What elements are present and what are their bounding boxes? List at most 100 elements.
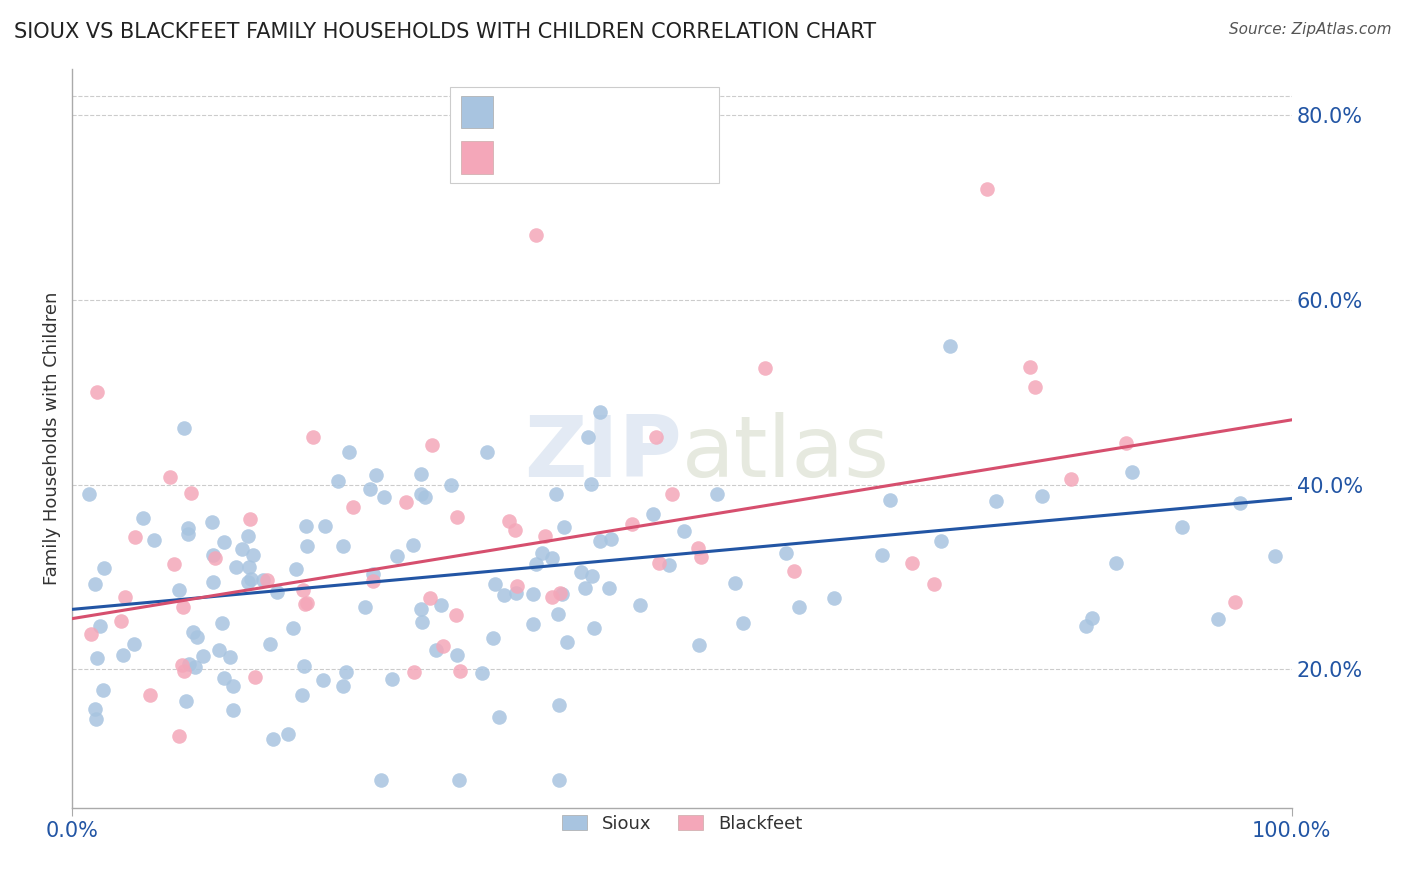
Point <box>986 493 1008 508</box>
Point <box>239 511 262 525</box>
Point <box>706 487 728 501</box>
Point <box>236 529 259 543</box>
Point <box>180 486 202 500</box>
Point <box>628 598 651 612</box>
Point <box>620 517 643 532</box>
Point <box>311 673 333 687</box>
Point <box>172 657 194 672</box>
Point <box>395 495 418 509</box>
Point <box>259 637 281 651</box>
Point <box>522 587 544 601</box>
Point <box>186 630 208 644</box>
Point <box>238 574 260 589</box>
Point <box>446 607 468 622</box>
Point <box>775 546 797 560</box>
Point <box>181 624 204 639</box>
Point <box>173 421 195 435</box>
Point <box>754 360 776 375</box>
Point <box>112 648 135 662</box>
Point <box>342 500 364 515</box>
Point <box>212 535 235 549</box>
Point <box>783 564 806 578</box>
Point <box>173 665 195 679</box>
Point <box>332 539 354 553</box>
Point <box>281 621 304 635</box>
Legend: Sioux, Blackfeet: Sioux, Blackfeet <box>554 807 810 839</box>
Point <box>576 430 599 444</box>
Point <box>724 575 747 590</box>
Point <box>731 615 754 630</box>
Point <box>80 627 103 641</box>
Point <box>143 533 166 548</box>
Point <box>225 560 247 574</box>
Text: ZIP: ZIP <box>524 411 682 495</box>
Point <box>262 731 284 746</box>
Point <box>484 576 506 591</box>
Point <box>690 550 713 565</box>
Point <box>1024 380 1046 394</box>
Point <box>787 599 810 614</box>
Point <box>1170 519 1192 533</box>
Point <box>184 660 207 674</box>
Point <box>204 550 226 565</box>
Point <box>1115 436 1137 450</box>
Point <box>524 557 547 571</box>
Point <box>212 671 235 685</box>
Point <box>219 649 242 664</box>
Point <box>89 619 111 633</box>
Point <box>449 664 471 678</box>
Point <box>222 679 245 693</box>
Point <box>211 615 233 630</box>
Point <box>879 493 901 508</box>
Point <box>1264 549 1286 564</box>
Point <box>370 773 392 788</box>
Point <box>131 511 153 525</box>
Point <box>548 585 571 599</box>
Point <box>1225 595 1247 609</box>
Point <box>673 524 696 538</box>
Point <box>208 642 231 657</box>
Point <box>328 474 350 488</box>
Point <box>553 520 575 534</box>
Point <box>84 577 107 591</box>
Point <box>929 534 952 549</box>
Point <box>291 688 314 702</box>
Point <box>569 565 592 579</box>
Point <box>174 694 197 708</box>
Point <box>169 583 191 598</box>
Point <box>522 617 544 632</box>
Point <box>475 445 498 459</box>
Point <box>641 507 664 521</box>
Point <box>191 649 214 664</box>
Point <box>240 572 263 586</box>
Point <box>1081 610 1104 624</box>
Point <box>361 567 384 582</box>
Point <box>266 584 288 599</box>
Point <box>411 602 433 616</box>
Point <box>547 607 569 621</box>
Point <box>93 561 115 575</box>
Point <box>201 574 224 589</box>
Point <box>1031 490 1053 504</box>
Point <box>598 582 620 596</box>
Point <box>524 227 547 242</box>
Point <box>1074 619 1097 633</box>
Point <box>579 477 602 491</box>
Point <box>242 548 264 562</box>
Point <box>505 586 527 600</box>
Point <box>285 562 308 576</box>
Point <box>366 467 388 482</box>
Point <box>498 514 520 528</box>
Point <box>471 665 494 680</box>
Point <box>449 773 471 788</box>
Point <box>252 573 274 587</box>
Point <box>86 650 108 665</box>
Point <box>353 600 375 615</box>
Point <box>589 534 612 549</box>
Point <box>430 599 453 613</box>
Point <box>201 516 224 530</box>
Point <box>494 588 516 602</box>
Point <box>581 569 603 583</box>
Point <box>1060 473 1083 487</box>
Point <box>589 405 612 419</box>
